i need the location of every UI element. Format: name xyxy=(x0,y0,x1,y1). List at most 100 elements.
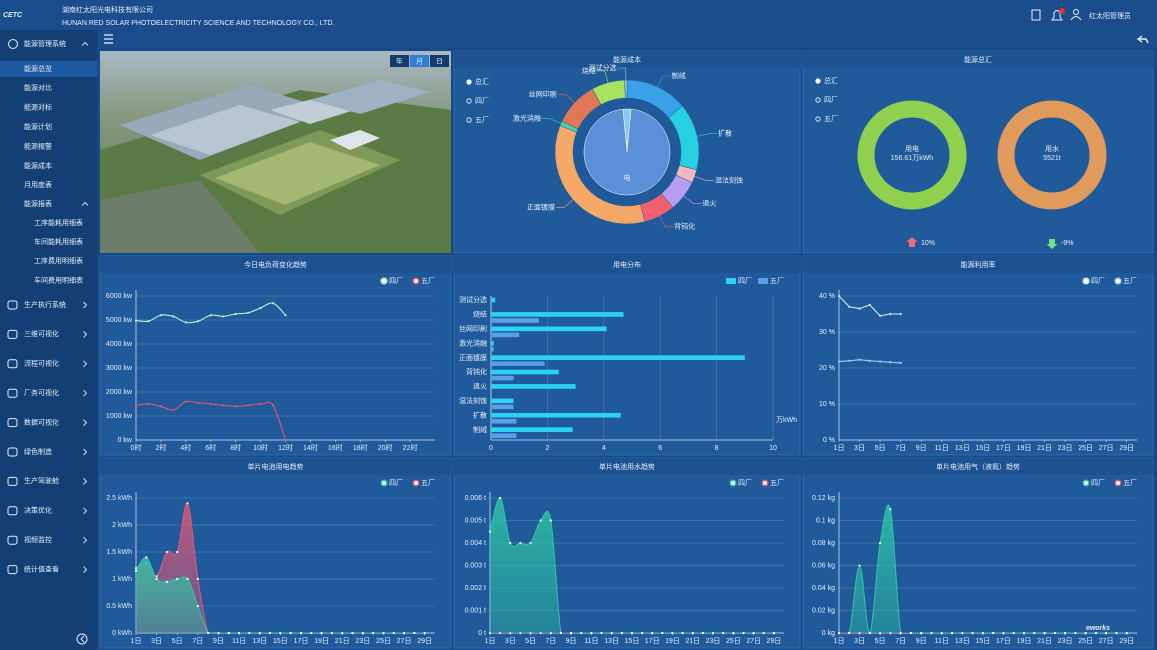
module-item[interactable]: 厂务可视化 xyxy=(24,388,59,397)
radio[interactable] xyxy=(815,97,821,103)
company-name-en: HUNAN RED SOLAR PHOTOELECTRICITY SCIENCE… xyxy=(62,20,334,27)
menu-item[interactable]: 能源总览 xyxy=(24,64,52,73)
module-item[interactable]: 统计值查看 xyxy=(24,564,59,573)
menu-item[interactable]: 能源对标 xyxy=(24,103,52,112)
y-tick-label: 0.5 kWh xyxy=(106,603,132,610)
period-label[interactable]: 月 xyxy=(416,57,423,65)
bar xyxy=(491,340,494,346)
watermark: eworks xyxy=(1086,625,1110,632)
x-tick-label: 21日 xyxy=(335,637,350,645)
module-icon xyxy=(7,506,18,516)
x-tick-label: 21日 xyxy=(685,637,700,645)
point xyxy=(701,631,704,635)
y-tick-label: 0 % xyxy=(823,437,835,444)
point xyxy=(176,550,179,554)
menu-subitem[interactable]: 工序费用明细表 xyxy=(34,256,83,265)
collapse-button[interactable] xyxy=(76,633,88,645)
x-tick-label: 29日 xyxy=(766,637,781,645)
point xyxy=(402,631,406,635)
doc-icon[interactable] xyxy=(1031,9,1041,21)
point xyxy=(610,631,613,635)
radio[interactable] xyxy=(466,117,472,123)
point xyxy=(1043,631,1046,635)
y-tick-label: 0.02 kg xyxy=(812,607,835,614)
x-tick-label: 29日 xyxy=(1119,637,1134,645)
period-button[interactable] xyxy=(390,55,409,67)
radio-label[interactable]: 五厂 xyxy=(824,115,838,123)
module-icon xyxy=(7,418,18,428)
module-icon xyxy=(7,359,18,369)
y-tick-label: 40 % xyxy=(819,293,835,300)
y-tick-label: 0.004 t xyxy=(465,540,486,547)
radio[interactable] xyxy=(466,98,472,104)
menu-item[interactable]: 能源成本 xyxy=(24,161,52,170)
x-tick-label: 8 xyxy=(715,445,719,452)
y-tick-label: 3000 kw xyxy=(106,365,133,372)
module-item[interactable]: 视频监控 xyxy=(24,535,52,544)
radio-label[interactable]: 四厂 xyxy=(475,97,489,105)
bar xyxy=(491,433,517,438)
slice-label: 背钝化 xyxy=(674,222,695,231)
menu-item[interactable]: 能源报警 xyxy=(24,141,52,150)
user-name[interactable]: 红太阳管理员 xyxy=(1089,11,1131,20)
period-button[interactable] xyxy=(410,55,429,67)
back-icon[interactable] xyxy=(1136,35,1149,44)
period-button[interactable] xyxy=(430,55,449,67)
radio-label[interactable]: 四厂 xyxy=(824,96,838,104)
legend-swatch xyxy=(1114,479,1122,487)
y-tick-label: 10 % xyxy=(819,401,835,408)
leader-line xyxy=(657,75,671,87)
radio-label[interactable]: 总汇 xyxy=(475,77,489,86)
point xyxy=(1002,631,1005,635)
radio[interactable] xyxy=(815,116,821,122)
radio[interactable] xyxy=(466,79,472,85)
system-icon xyxy=(8,39,18,49)
menu-item[interactable]: 月用度表 xyxy=(24,180,52,189)
slice-label: 丝网印刷 xyxy=(529,89,557,98)
menu-item[interactable]: 能源对比 xyxy=(24,83,52,92)
point xyxy=(209,314,212,317)
slice-label: 退火 xyxy=(702,198,716,207)
menu-subitem[interactable]: 工序能耗用细表 xyxy=(34,218,83,227)
y-tick-label: 0.06 kg xyxy=(812,562,835,569)
menu-subitem[interactable]: 车间费用明细表 xyxy=(34,275,83,284)
module-item[interactable]: 生产驾驶舱 xyxy=(24,476,59,485)
legend-label: 五厂 xyxy=(770,479,784,487)
user-icon-head[interactable] xyxy=(1073,9,1079,15)
x-tick-label: 25日 xyxy=(1078,637,1093,645)
y-tick-label: 激光消融 xyxy=(459,338,487,347)
point xyxy=(134,569,138,573)
bell-icon[interactable] xyxy=(1051,10,1063,21)
period-label[interactable]: 日 xyxy=(436,57,443,65)
menu-reports[interactable]: 能源报表 xyxy=(24,199,52,208)
module-item[interactable]: 数据可视化 xyxy=(24,417,59,426)
y-tick-label: 2000 kw xyxy=(106,389,133,396)
menu-subitem[interactable]: 车间能耗用细表 xyxy=(34,237,83,246)
menu-item[interactable]: 能源计划 xyxy=(24,122,52,131)
module-item[interactable]: 绿色制造 xyxy=(24,447,52,456)
module-item[interactable]: 生产执行系统 xyxy=(24,300,66,309)
x-tick-label: 5日 xyxy=(172,637,183,645)
point xyxy=(351,631,354,635)
y-tick-label: 5000 kw xyxy=(106,317,133,324)
point xyxy=(549,519,552,522)
summary-name: 用电 xyxy=(905,144,919,153)
module-item[interactable]: 流程可视化 xyxy=(24,359,59,368)
module-item[interactable]: 三维可视化 xyxy=(24,329,59,338)
module-item[interactable]: 决策优化 xyxy=(24,506,52,515)
y-tick-label: 1.5 kWh xyxy=(106,549,132,556)
period-label[interactable]: 年 xyxy=(396,56,403,65)
point xyxy=(209,402,212,406)
line xyxy=(136,556,425,633)
panel-title: 用电分布 xyxy=(613,260,641,269)
radio-label[interactable]: 总汇 xyxy=(824,76,838,85)
bar xyxy=(491,398,514,404)
panel-title: 能源利用率 xyxy=(961,260,996,269)
radio[interactable] xyxy=(815,78,821,84)
legend-swatch xyxy=(412,479,420,487)
radio-label[interactable]: 五厂 xyxy=(475,116,489,124)
y-tick-label: 2.5 kWh xyxy=(106,495,132,502)
leader-line xyxy=(694,176,715,181)
menu-system[interactable]: 能源管理系统 xyxy=(24,39,66,48)
legend-label: 五厂 xyxy=(421,479,435,487)
